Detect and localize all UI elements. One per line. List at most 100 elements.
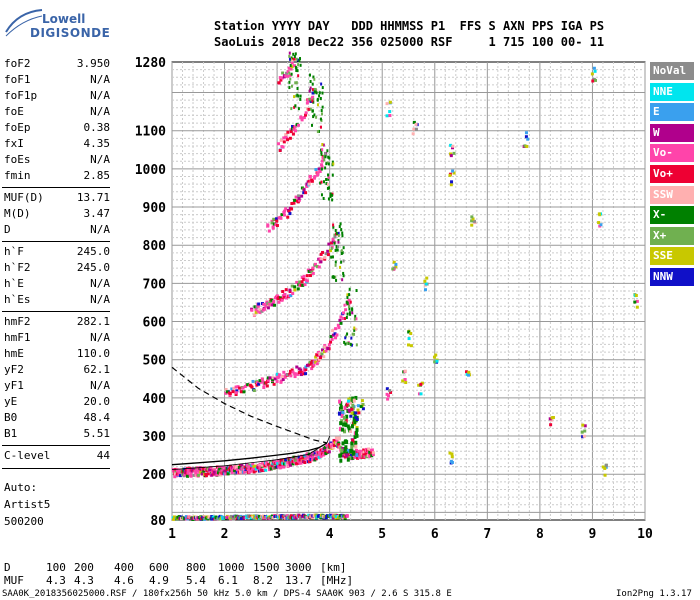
- echo-point-1: [349, 300, 352, 304]
- echo-point-1: [288, 372, 292, 376]
- echo-point-7: [385, 102, 389, 106]
- echo-point-4: [291, 124, 295, 128]
- echo-point-0: [325, 444, 329, 448]
- echo-point-1: [348, 293, 351, 297]
- echo-point-6: [229, 514, 233, 518]
- echo-point-1: [355, 343, 358, 347]
- echo-point-7: [451, 146, 455, 150]
- echo-point-0: [362, 450, 366, 454]
- echo-point-0: [335, 439, 339, 443]
- echo-point-0: [240, 467, 244, 471]
- echo-point-0: [279, 466, 283, 470]
- echo-point-6: [287, 516, 291, 520]
- echo-point-2: [284, 288, 288, 292]
- echo-point-0: [351, 451, 355, 456]
- echo-point-2: [253, 305, 257, 309]
- echo-point-0: [173, 472, 177, 476]
- header-row-2: SaoLuis 2018 Dec22 356 025000 RSF 1 715 …: [214, 35, 605, 49]
- echo-point-2: [320, 257, 324, 261]
- echo-point-3: [307, 182, 311, 186]
- echo-point-0: [178, 470, 182, 474]
- echo-point-6: [259, 516, 263, 520]
- echo-point-1: [234, 391, 238, 395]
- echo-point-7: [593, 69, 597, 73]
- echo-point-1: [344, 308, 348, 312]
- echo-point-0: [314, 457, 318, 461]
- echo-point-5: [299, 94, 302, 98]
- echo-point-0: [334, 436, 338, 440]
- echo-point-0: [252, 464, 256, 468]
- echo-point-1: [353, 317, 356, 321]
- echo-point-5: [295, 67, 298, 71]
- echo-point-1: [314, 355, 318, 359]
- ionogram-chart: 1 2 3 4 5 6 7 8 9 10 80 200 300 400 500 600 700 800 900 100…: [135, 51, 653, 542]
- echo-point-0: [343, 429, 347, 434]
- echo-point-6: [306, 515, 310, 519]
- echo-point-4: [292, 127, 296, 131]
- echo-point-0: [326, 448, 330, 452]
- echo-point-4: [289, 130, 293, 134]
- echo-point-0: [341, 441, 345, 446]
- echo-point-0: [231, 470, 235, 474]
- echo-point-2: [280, 298, 284, 302]
- echo-point-0: [244, 469, 248, 473]
- echo-point-2: [337, 234, 340, 238]
- echo-point-7: [633, 300, 637, 304]
- x-tick-label: 2: [221, 527, 229, 542]
- echo-point-7: [593, 78, 597, 82]
- echo-point-0: [237, 465, 241, 469]
- echo-point-2: [266, 306, 270, 310]
- echo-point-0: [240, 463, 244, 467]
- param-row: yF1 N/A: [4, 379, 110, 395]
- echo-point-1: [330, 337, 334, 341]
- param-name: M(D): [4, 207, 31, 220]
- echo-point-0: [280, 458, 284, 462]
- param-row: hmF1 N/A: [4, 331, 110, 347]
- echo-point-0: [251, 462, 255, 466]
- echo-point-0: [367, 447, 371, 451]
- echo-point-5: [289, 67, 293, 71]
- echo-point-0: [362, 448, 366, 452]
- echo-point-2: [342, 274, 345, 278]
- echo-point-2: [279, 296, 283, 300]
- param-value: 245.0: [76, 245, 110, 258]
- echo-point-3: [323, 158, 326, 162]
- echo-point-0: [192, 473, 196, 477]
- echo-point-2: [308, 274, 312, 278]
- echo-point-2: [254, 310, 258, 314]
- echo-point-2: [273, 296, 277, 300]
- echo-point-7: [348, 410, 352, 414]
- echo-point-7: [350, 411, 354, 415]
- echo-point-4: [319, 117, 322, 121]
- legend-item-e: E: [650, 103, 694, 122]
- echo-point-1: [228, 391, 232, 395]
- echo-point-0: [227, 470, 231, 474]
- echo-point-5: [286, 70, 290, 74]
- echo-point-6: [239, 517, 243, 521]
- echo-point-7: [471, 217, 475, 221]
- echo-point-3: [322, 143, 325, 147]
- echo-point-3: [331, 160, 334, 164]
- echo-point-0: [342, 422, 346, 427]
- param-separator: [2, 445, 110, 446]
- echo-point-2: [330, 247, 333, 251]
- echo-point-0: [221, 465, 225, 469]
- echo-point-2: [319, 260, 323, 264]
- header-row-1: Station YYYY DAY DDD HHMMSS P1 FFS S AXN…: [214, 19, 605, 33]
- echo-point-0: [296, 461, 300, 465]
- echo-point-0: [355, 427, 359, 432]
- echo-point-1: [242, 390, 246, 394]
- echo-point-7: [583, 424, 587, 428]
- echo-point-0: [189, 474, 193, 478]
- echo-point-0: [345, 402, 349, 407]
- param-value: N/A: [90, 105, 110, 118]
- echo-point-0: [313, 451, 317, 455]
- echo-point-2: [264, 304, 268, 308]
- echo-point-5: [293, 105, 296, 109]
- echo-point-1: [329, 335, 333, 339]
- echo-point-3: [320, 193, 323, 197]
- echo-point-0: [319, 448, 323, 452]
- y-tick-label: 300: [143, 430, 167, 445]
- echo-point-5: [292, 52, 295, 56]
- echo-point-7: [414, 127, 418, 131]
